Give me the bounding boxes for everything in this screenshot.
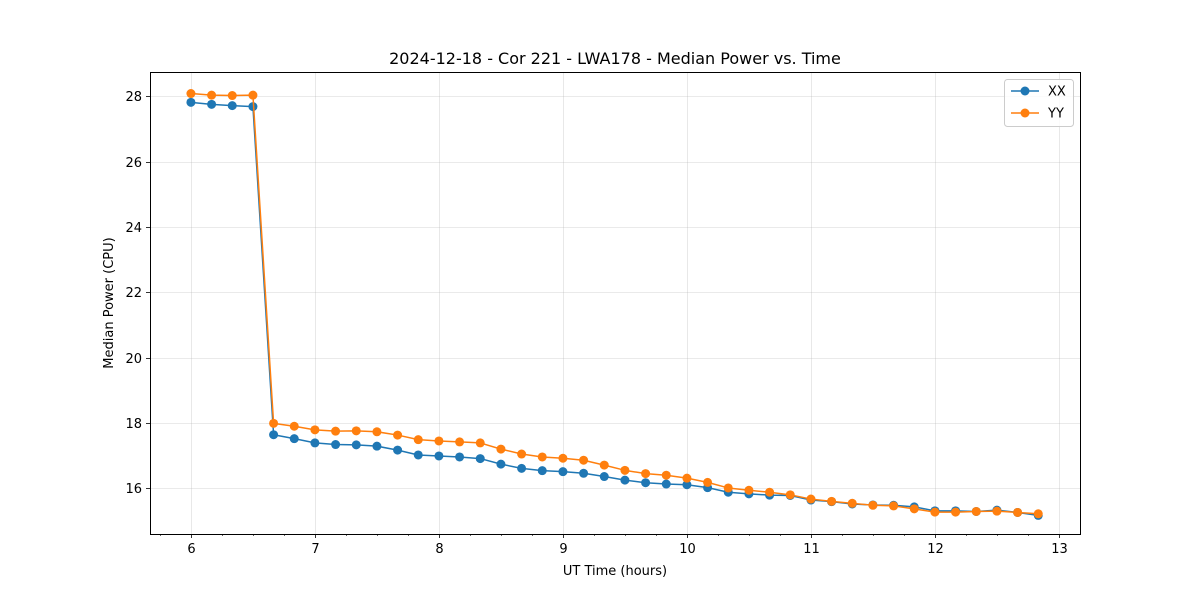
data-point-yy	[723, 483, 733, 493]
data-point-yy	[889, 501, 899, 511]
data-point-xx	[413, 450, 423, 460]
data-point-yy	[599, 460, 609, 470]
x-tick-label: 12	[927, 542, 944, 557]
data-point-xx	[227, 101, 237, 111]
plot-area	[150, 72, 1080, 534]
data-point-yy	[1033, 509, 1043, 519]
data-point-yy	[434, 436, 444, 446]
legend-marker-yy	[1020, 108, 1030, 118]
y-tick-label: 24	[125, 221, 142, 236]
x-tick-label: 9	[559, 542, 567, 557]
data-point-yy	[393, 430, 403, 440]
data-point-yy	[930, 507, 940, 517]
data-point-yy	[413, 435, 423, 445]
data-point-yy	[331, 426, 341, 436]
data-point-xx	[661, 479, 671, 489]
y-tick-label: 22	[125, 286, 142, 301]
data-point-yy	[827, 496, 837, 506]
data-point-xx	[579, 468, 589, 478]
legend-label-xx: XX	[1048, 85, 1066, 100]
data-point-yy	[682, 473, 692, 483]
data-point-yy	[517, 449, 527, 459]
legend-label-yy: YY	[1047, 107, 1064, 122]
ticks: 6 7 8 9 10 11 12 13 16 18 20 22 24 26 28	[125, 90, 1067, 557]
data-point-xx	[393, 445, 403, 455]
data-point-yy	[496, 444, 506, 454]
x-tick-label: 6	[187, 542, 195, 557]
data-point-xx	[372, 441, 382, 451]
data-point-yy	[289, 421, 299, 431]
data-point-yy	[269, 418, 279, 428]
data-point-xx	[558, 467, 568, 477]
data-point-yy	[971, 506, 981, 516]
data-point-yy	[207, 90, 217, 100]
x-axis-label: UT Time (hours)	[563, 564, 667, 579]
data-point-yy	[951, 507, 961, 517]
data-point-yy	[579, 455, 589, 465]
series-yy	[186, 89, 1043, 519]
data-point-yy	[620, 465, 630, 475]
data-point-xx	[186, 97, 196, 107]
y-axis-label: Median Power (CPU)	[102, 237, 117, 368]
data-point-xx	[620, 475, 630, 485]
data-point-yy	[785, 490, 795, 500]
data-point-xx	[475, 454, 485, 464]
data-point-xx	[455, 452, 465, 462]
data-point-yy	[765, 487, 775, 497]
data-point-yy	[661, 470, 671, 480]
x-tick-label: 7	[311, 542, 319, 557]
data-point-xx	[517, 463, 527, 473]
legend: XX YY	[1004, 79, 1074, 127]
x-tick-label: 8	[435, 542, 443, 557]
y-tick-label: 28	[125, 90, 142, 105]
data-point-yy	[351, 426, 361, 436]
data-point-yy	[703, 477, 713, 487]
data-point-yy	[186, 89, 196, 99]
data-point-xx	[537, 466, 547, 476]
data-point-yy	[744, 485, 754, 495]
data-point-yy	[310, 425, 320, 435]
data-point-yy	[847, 498, 857, 508]
data-point-xx	[351, 440, 361, 450]
data-point-yy	[372, 427, 382, 437]
data-point-yy	[909, 504, 919, 514]
data-point-xx	[682, 480, 692, 490]
chart-title: 2024-12-18 - Cor 221 - LWA178 - Median P…	[389, 49, 841, 68]
data-point-yy	[455, 437, 465, 447]
series-layer	[186, 89, 1043, 520]
y-tick-label: 20	[125, 352, 142, 367]
data-point-xx	[289, 434, 299, 444]
data-point-xx	[599, 472, 609, 482]
x-tick-label: 11	[803, 542, 820, 557]
data-point-yy	[868, 500, 878, 510]
data-point-yy	[806, 494, 816, 504]
data-point-xx	[207, 99, 217, 109]
data-point-xx	[331, 440, 341, 450]
data-point-yy	[227, 91, 237, 101]
data-point-yy	[1013, 507, 1023, 517]
data-point-yy	[641, 469, 651, 479]
plot-frame	[150, 72, 1081, 535]
data-point-yy	[537, 452, 547, 462]
data-point-xx	[434, 451, 444, 461]
y-tick-label: 16	[125, 482, 142, 497]
grid	[150, 72, 1080, 534]
legend-marker-xx	[1020, 86, 1030, 96]
x-tick-label: 10	[679, 542, 696, 557]
data-point-yy	[248, 90, 258, 100]
data-point-xx	[496, 459, 506, 469]
y-tick-label: 26	[125, 156, 142, 171]
data-point-xx	[310, 438, 320, 448]
data-point-yy	[475, 438, 485, 448]
data-point-xx	[641, 478, 651, 488]
data-point-yy	[992, 506, 1002, 516]
y-tick-label: 18	[125, 417, 142, 432]
x-tick-label: 13	[1051, 542, 1068, 557]
data-point-yy	[558, 453, 568, 463]
data-point-xx	[269, 430, 279, 440]
